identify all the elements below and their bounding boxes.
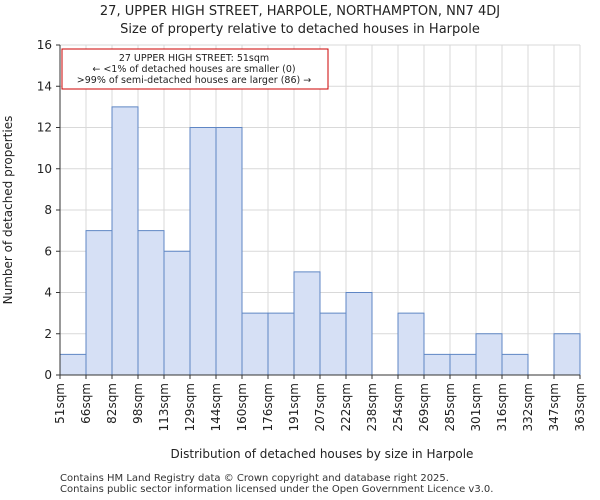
y-tick-label: 4: [44, 286, 52, 300]
annotation-line-2: ← <1% of detached houses are smaller (0): [92, 64, 295, 75]
y-tick-label: 16: [37, 38, 52, 52]
x-tick-label: 301sqm: [469, 383, 483, 431]
x-tick-label: 316sqm: [495, 383, 509, 431]
x-tick-label: 144sqm: [209, 383, 223, 431]
x-tick-label: 129sqm: [183, 383, 197, 431]
footer-line-1: Contains HM Land Registry data © Crown c…: [60, 473, 449, 484]
bar: [215, 127, 243, 376]
bar: [241, 312, 269, 376]
y-tick-label: 10: [37, 162, 52, 176]
x-tick-label: 66sqm: [79, 383, 93, 424]
bar: [85, 230, 113, 376]
annotation-border: [61, 48, 329, 90]
x-tick-label: 332sqm: [521, 383, 535, 431]
y-tick-label: 8: [44, 203, 52, 217]
x-tick-label: 347sqm: [547, 383, 561, 431]
x-tick-label: 51sqm: [53, 383, 67, 424]
bar: [423, 353, 451, 376]
annotation-line-1: 27 UPPER HIGH STREET: 51sqm: [119, 53, 269, 64]
y-tick-labels: 0 2 4 6 8 10 12 14 16: [37, 38, 60, 382]
annotation-line-3: >99% of semi-detached houses are larger …: [77, 75, 311, 86]
x-tick-label: 176sqm: [261, 383, 275, 431]
bar: [397, 312, 425, 376]
bar: [267, 312, 295, 376]
bar: [553, 333, 581, 376]
chart-subtitle: Size of property relative to detached ho…: [120, 22, 480, 37]
bar: [137, 230, 165, 376]
footer-line-2: Contains public sector information licen…: [60, 484, 494, 495]
x-tick-label: 222sqm: [339, 383, 353, 431]
y-tick-label: 14: [37, 79, 52, 93]
y-tick-label: 12: [37, 121, 52, 135]
x-tick-label: 98sqm: [131, 383, 145, 424]
bar: [189, 127, 217, 376]
x-tick-labels: 51sqm 66sqm 82sqm 98sqm 113sqm 129sqm 144sqm 16…: [53, 375, 587, 431]
bars: [59, 106, 581, 376]
bar: [163, 250, 191, 376]
bar: [501, 353, 529, 376]
x-tick-label: 160sqm: [235, 383, 249, 431]
x-tick-label: 269sqm: [417, 383, 431, 431]
bar: [345, 292, 373, 376]
y-tick-label: 2: [44, 327, 52, 341]
x-axis-label: Distribution of detached houses by size …: [171, 447, 474, 461]
bar: [475, 333, 503, 376]
chart-title: 27, UPPER HIGH STREET, HARPOLE, NORTHAMP…: [100, 4, 500, 19]
x-tick-label: 285sqm: [443, 383, 457, 431]
y-tick-label: 6: [44, 244, 52, 258]
x-tick-label: 254sqm: [391, 383, 405, 431]
y-tick-label: 0: [44, 368, 52, 382]
bar: [111, 106, 139, 376]
x-tick-label: 207sqm: [313, 383, 327, 431]
x-tick-label: 363sqm: [573, 383, 587, 431]
bar: [293, 271, 321, 376]
bar: [319, 312, 347, 376]
bar: [59, 353, 87, 376]
x-tick-label: 82sqm: [105, 383, 119, 424]
y-axis-label: Number of detached properties: [1, 116, 15, 305]
x-tick-label: 191sqm: [287, 383, 301, 431]
x-tick-label: 238sqm: [365, 383, 379, 431]
bar: [449, 353, 477, 376]
x-tick-label: 113sqm: [157, 383, 171, 431]
annotation-box: 27 UPPER HIGH STREET: 51sqm ← <1% of det…: [61, 48, 329, 90]
